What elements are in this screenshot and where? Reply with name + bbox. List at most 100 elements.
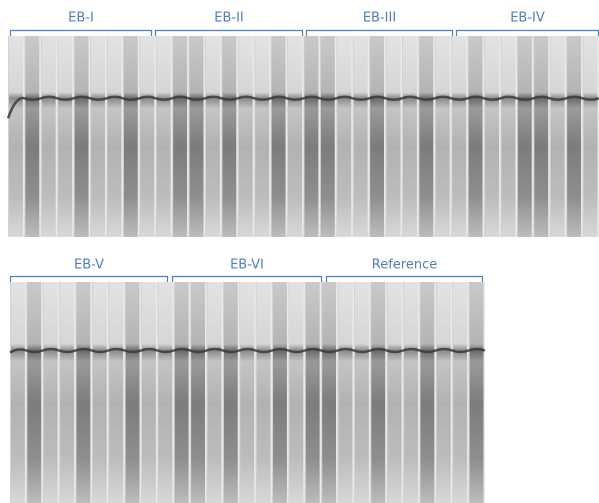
lane-gap <box>138 36 140 237</box>
gel-lane <box>355 282 369 503</box>
group-label: EB-IV <box>510 11 545 26</box>
lane-gap <box>254 282 256 503</box>
gel-lane <box>239 36 253 237</box>
lane-gap <box>369 282 371 503</box>
gel-lane <box>469 36 483 237</box>
gel-lane <box>25 36 39 237</box>
lane-gap <box>484 282 486 503</box>
gel-lane <box>11 282 25 503</box>
gel-lane <box>126 282 140 503</box>
group-label: EB-V <box>74 258 104 273</box>
gel-lane <box>60 282 74 503</box>
lane-gap <box>418 282 420 503</box>
gel-lane <box>44 282 58 503</box>
lane-gap <box>238 282 240 503</box>
group-bracket <box>327 277 483 283</box>
group-label: EB-II <box>214 11 244 26</box>
lane-gap <box>121 36 123 237</box>
lane-gap <box>74 282 76 503</box>
gel-lane <box>453 282 467 503</box>
group-label: EB-I <box>68 11 94 26</box>
gel-lane <box>339 282 353 503</box>
lane-gap <box>532 36 534 237</box>
lane-gap <box>205 282 207 503</box>
gel-lane <box>436 36 450 237</box>
gel-lane <box>222 36 236 237</box>
lane-gap <box>287 282 289 503</box>
lane-gap <box>39 36 41 237</box>
gel-lane <box>306 282 320 503</box>
lane-gap <box>515 36 517 237</box>
gel-lane <box>142 282 156 503</box>
gel-lane <box>419 36 433 237</box>
gel-lane <box>157 36 171 237</box>
lane-gap <box>89 36 91 237</box>
lane-gap <box>466 36 468 237</box>
lane-gap <box>56 36 58 237</box>
group-label: EB-III <box>363 11 396 26</box>
lane-gap <box>434 282 436 503</box>
lane-gap <box>286 36 288 237</box>
lane-gap <box>335 36 337 237</box>
gel-lane <box>388 282 402 503</box>
lane-gap <box>72 36 74 237</box>
gel-lane <box>9 36 23 237</box>
lane-gap <box>25 282 27 503</box>
lane-gap <box>581 36 583 237</box>
gel-lane <box>354 36 368 237</box>
gel-lane <box>470 282 484 503</box>
lane-gap <box>154 36 156 237</box>
lane-gap <box>318 36 320 237</box>
gel-lane <box>91 36 105 237</box>
lane-gap <box>385 282 387 503</box>
gel-lane <box>42 36 56 237</box>
gel-lane <box>257 282 271 503</box>
group-label: Reference <box>372 258 437 273</box>
lane-gap <box>548 36 550 237</box>
lane-gap <box>483 36 485 237</box>
gel-lane <box>584 36 598 237</box>
lane-gap <box>58 282 60 503</box>
lane-gap <box>467 282 469 503</box>
lane-gap <box>204 36 206 237</box>
lane-gap <box>352 282 354 503</box>
group-bracket <box>173 277 322 283</box>
gel-lane <box>502 36 516 237</box>
lane-gap <box>156 282 158 503</box>
lane-gap <box>172 282 174 503</box>
gel-lane <box>208 282 222 503</box>
gel-lane <box>337 36 351 237</box>
lane-gap <box>221 282 223 503</box>
gel-lane <box>321 36 335 237</box>
lane-gap <box>253 36 255 237</box>
gel-lane <box>124 36 138 237</box>
lane-gap <box>451 282 453 503</box>
lane-gap <box>107 282 109 503</box>
lane-gap <box>187 36 189 237</box>
group-label: EB-VI <box>230 258 264 273</box>
gel-lane <box>289 282 303 503</box>
lane-gap <box>384 36 386 237</box>
lane-gap <box>41 282 43 503</box>
lane-gap <box>303 282 305 503</box>
gel-lane <box>272 36 286 237</box>
lane-gap <box>90 282 92 503</box>
gel-lane <box>437 282 451 503</box>
gel-lane <box>93 282 107 503</box>
group-bracket <box>11 277 168 283</box>
lane-gap <box>320 282 322 503</box>
group-bracket <box>11 31 152 37</box>
gel-lane <box>371 282 385 503</box>
gel-lane <box>75 36 89 237</box>
gel-lane <box>567 36 581 237</box>
gel-lane <box>420 282 434 503</box>
gel-lane <box>240 282 254 503</box>
gel-lane <box>158 282 172 503</box>
lane-gap <box>450 36 452 237</box>
lane-gap <box>401 36 403 237</box>
gel-lane <box>108 36 122 237</box>
gel-lane <box>77 282 91 503</box>
lane-gap <box>565 36 567 237</box>
lane-gap <box>351 36 353 237</box>
gel-lane <box>305 36 319 237</box>
